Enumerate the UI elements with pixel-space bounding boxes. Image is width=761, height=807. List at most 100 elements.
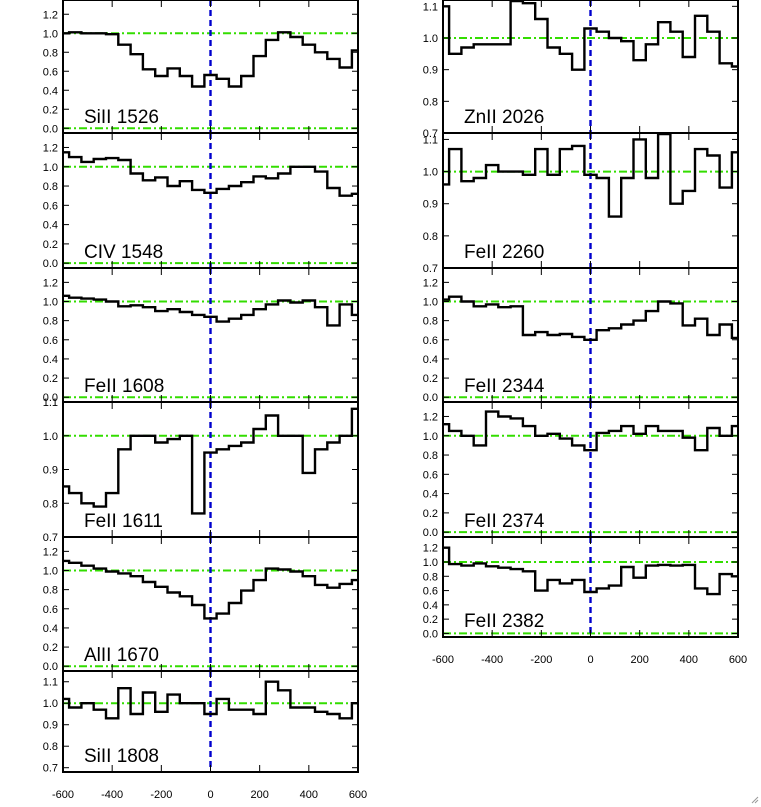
panel: 0.0 0.2 0.4 0.6 0.8 1.0 1.2 FeII 2344 bbox=[423, 267, 739, 404]
panel: 0.7 0.8 0.9 1.0 1.1 -600 -400 -200 0 200 400 600 SiI… bbox=[43, 670, 367, 801]
y-tick-label: 1.0 bbox=[43, 566, 58, 578]
y-tick-label: 1.1 bbox=[423, 134, 438, 146]
y-tick-label: 0.8 bbox=[423, 571, 438, 583]
y-tick-label: 0.9 bbox=[43, 465, 58, 477]
y-tick-label: 0.8 bbox=[43, 181, 58, 193]
y-tick-label: 0.4 bbox=[423, 600, 438, 612]
y-tick-label: 0.0 bbox=[43, 661, 58, 673]
y-tick-label: 0.2 bbox=[43, 642, 58, 654]
panel-label: SiII 1808 bbox=[84, 746, 159, 767]
spectrum-line bbox=[443, 0, 738, 71]
y-tick-label: 0.0 bbox=[423, 392, 438, 404]
panel: 0.0 0.2 0.4 0.6 0.8 1.0 1.2 FeII 2374 bbox=[423, 401, 739, 539]
spectrum-line bbox=[63, 151, 358, 197]
y-tick-label: 1.0 bbox=[423, 33, 438, 45]
y-tick-label: 0.8 bbox=[43, 316, 58, 328]
x-tick-label: -200 bbox=[530, 654, 552, 666]
y-tick-label: 0.7 bbox=[423, 263, 438, 275]
y-tick-label: 0.6 bbox=[423, 586, 438, 598]
x-tick-label: -400 bbox=[101, 789, 123, 801]
y-tick-label: 1.2 bbox=[423, 411, 438, 423]
y-tick-label: 0.9 bbox=[423, 199, 438, 211]
x-tick-label: 600 bbox=[729, 654, 747, 666]
spectrum-line bbox=[63, 294, 358, 327]
panel: 0.7 0.8 0.9 1.0 1.1 ZnII 2026 bbox=[423, 0, 739, 140]
y-tick-label: 0.6 bbox=[423, 335, 438, 347]
y-tick-label: 1.0 bbox=[423, 557, 438, 569]
x-tick-label: 400 bbox=[300, 789, 318, 801]
y-tick-label: 0.8 bbox=[423, 450, 438, 462]
y-tick-label: 0.0 bbox=[43, 123, 58, 135]
x-tick-label: -600 bbox=[52, 789, 74, 801]
y-tick-label: 0.4 bbox=[43, 220, 58, 232]
y-tick-label: 1.0 bbox=[43, 297, 58, 309]
y-tick-label: 0.7 bbox=[43, 763, 58, 775]
panel-label: FeII 2260 bbox=[464, 242, 544, 263]
y-tick-label: 1.0 bbox=[423, 167, 438, 179]
y-tick-label: 0.2 bbox=[43, 373, 58, 385]
y-tick-label: 0.2 bbox=[43, 104, 58, 116]
spectrum-line bbox=[63, 680, 358, 720]
spectrum-line bbox=[443, 410, 738, 452]
panel-label: ZnII 2026 bbox=[464, 107, 544, 128]
y-tick-label: 0.8 bbox=[423, 231, 438, 243]
y-tick-label: 1.0 bbox=[43, 698, 58, 710]
y-tick-label: 0.6 bbox=[43, 604, 58, 616]
spectrum-line bbox=[443, 546, 738, 596]
spectrum-line bbox=[63, 31, 358, 88]
panel: 0.0 0.2 0.4 0.6 0.8 1.0 1.2 FeII 1608 bbox=[43, 267, 359, 404]
y-tick-label: 0.4 bbox=[423, 354, 438, 366]
y-tick-label: 1.1 bbox=[423, 1, 438, 13]
spectrum-line bbox=[63, 407, 358, 515]
spectrum-line bbox=[443, 132, 738, 218]
panel-label: FeII 2374 bbox=[464, 511, 545, 532]
spectrum-line bbox=[443, 295, 738, 341]
y-tick-label: 1.2 bbox=[43, 142, 58, 154]
x-tick-label: -400 bbox=[481, 654, 503, 666]
y-tick-label: 1.1 bbox=[43, 397, 58, 409]
y-tick-label: 0.4 bbox=[423, 489, 438, 501]
y-tick-label: 0.8 bbox=[423, 96, 438, 108]
y-tick-label: 0.6 bbox=[423, 469, 438, 481]
x-tick-label: 0 bbox=[207, 789, 213, 801]
y-tick-label: 1.0 bbox=[43, 28, 58, 40]
x-tick-label: 600 bbox=[349, 789, 367, 801]
y-tick-label: 0.2 bbox=[423, 373, 438, 385]
y-tick-label: 0.0 bbox=[423, 527, 438, 539]
y-tick-label: 0.8 bbox=[43, 741, 58, 753]
y-tick-label: 1.0 bbox=[43, 162, 58, 174]
x-tick-label: 200 bbox=[250, 789, 268, 801]
panel-label: FeII 1608 bbox=[84, 376, 164, 397]
panel: 0.0 0.2 0.4 0.6 0.8 1.0 1.2 SiII 1526 bbox=[43, 0, 359, 135]
y-tick-label: 0.8 bbox=[43, 585, 58, 597]
y-tick-label: 0.2 bbox=[423, 508, 438, 520]
x-tick-label: 400 bbox=[680, 654, 698, 666]
y-tick-label: 1.2 bbox=[43, 9, 58, 21]
panel-label: SiII 1526 bbox=[84, 107, 159, 128]
y-tick-label: 1.1 bbox=[43, 677, 58, 689]
panel-label: CIV 1548 bbox=[84, 242, 163, 263]
y-tick-label: 0.9 bbox=[423, 65, 438, 77]
y-tick-label: 0.4 bbox=[43, 354, 58, 366]
y-tick-label: 0.2 bbox=[423, 614, 438, 626]
y-tick-label: 1.0 bbox=[43, 431, 58, 443]
y-tick-label: 1.2 bbox=[43, 277, 58, 289]
panel-label: FeII 1611 bbox=[84, 511, 163, 532]
panel-label: FeII 2344 bbox=[464, 376, 545, 397]
y-tick-label: 0.6 bbox=[43, 66, 58, 78]
panel: 0.7 0.8 0.9 1.0 1.1 FeII 2260 bbox=[423, 132, 739, 275]
x-tick-label: -600 bbox=[432, 654, 454, 666]
panel: 0.0 0.2 0.4 0.6 0.8 1.0 1.2 CIV 1548 bbox=[43, 132, 359, 270]
y-tick-label: 0.2 bbox=[43, 239, 58, 251]
y-tick-label: 0.8 bbox=[43, 498, 58, 510]
x-tick-label: 200 bbox=[630, 654, 648, 666]
panel-label: FeII 2382 bbox=[464, 611, 544, 632]
x-tick-label: 0 bbox=[587, 654, 593, 666]
y-tick-label: 1.2 bbox=[43, 546, 58, 558]
y-tick-label: 0.4 bbox=[43, 623, 58, 635]
y-tick-label: 1.2 bbox=[423, 543, 438, 555]
y-tick-label: 0.7 bbox=[423, 128, 438, 140]
y-tick-label: 1.0 bbox=[423, 297, 438, 309]
y-tick-label: 1.2 bbox=[423, 277, 438, 289]
